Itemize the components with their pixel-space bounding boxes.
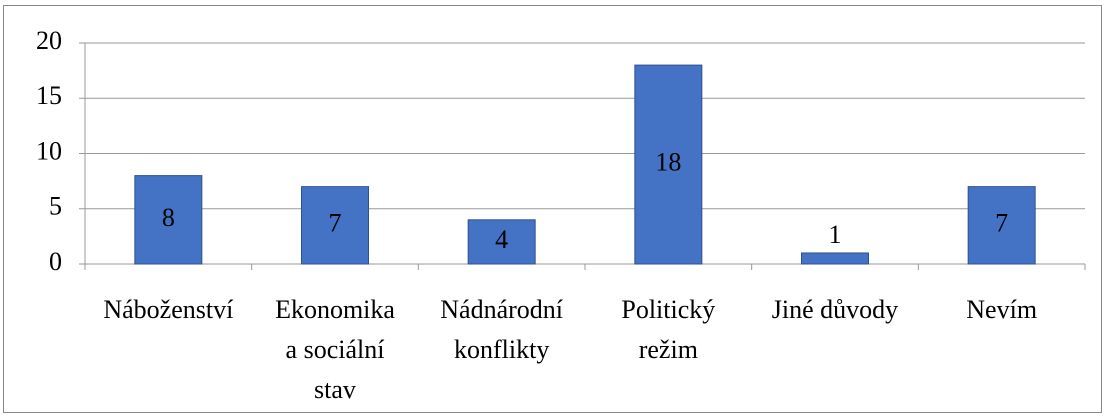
x-tick-label: Jiné důvody (772, 295, 898, 324)
y-tick-label: 20 (36, 26, 62, 55)
value-label: 7 (995, 208, 1008, 237)
x-tick-label: stav (314, 375, 356, 404)
x-tick-label: konflikty (454, 335, 549, 364)
bar (801, 252, 869, 265)
value-label: 4 (495, 225, 508, 254)
bar (634, 64, 703, 265)
bar (467, 219, 536, 265)
x-tick-label: Ekonomika (275, 295, 395, 324)
y-tick-label: 15 (36, 81, 62, 110)
y-tick-label: 5 (49, 192, 62, 221)
bar (967, 186, 1036, 265)
y-tick-label: 10 (36, 136, 62, 165)
value-label: 18 (655, 148, 681, 177)
x-tick-label: Politický (621, 295, 715, 324)
y-tick-label: 0 (49, 247, 62, 276)
x-tick-label: režim (639, 335, 698, 364)
value-label: 1 (829, 220, 842, 249)
value-label: 7 (329, 208, 342, 237)
x-tick-label: Nádnárodní (440, 295, 563, 324)
x-tick-label: Nevím (966, 295, 1037, 324)
bar (134, 175, 203, 265)
value-label: 8 (162, 203, 175, 232)
x-tick-label: Náboženství (103, 295, 233, 324)
x-tick-label: a sociální (286, 335, 385, 364)
bar (301, 186, 369, 265)
